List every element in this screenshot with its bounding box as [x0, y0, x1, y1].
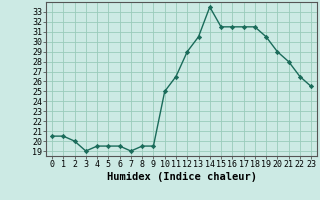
X-axis label: Humidex (Indice chaleur): Humidex (Indice chaleur) — [107, 172, 257, 182]
